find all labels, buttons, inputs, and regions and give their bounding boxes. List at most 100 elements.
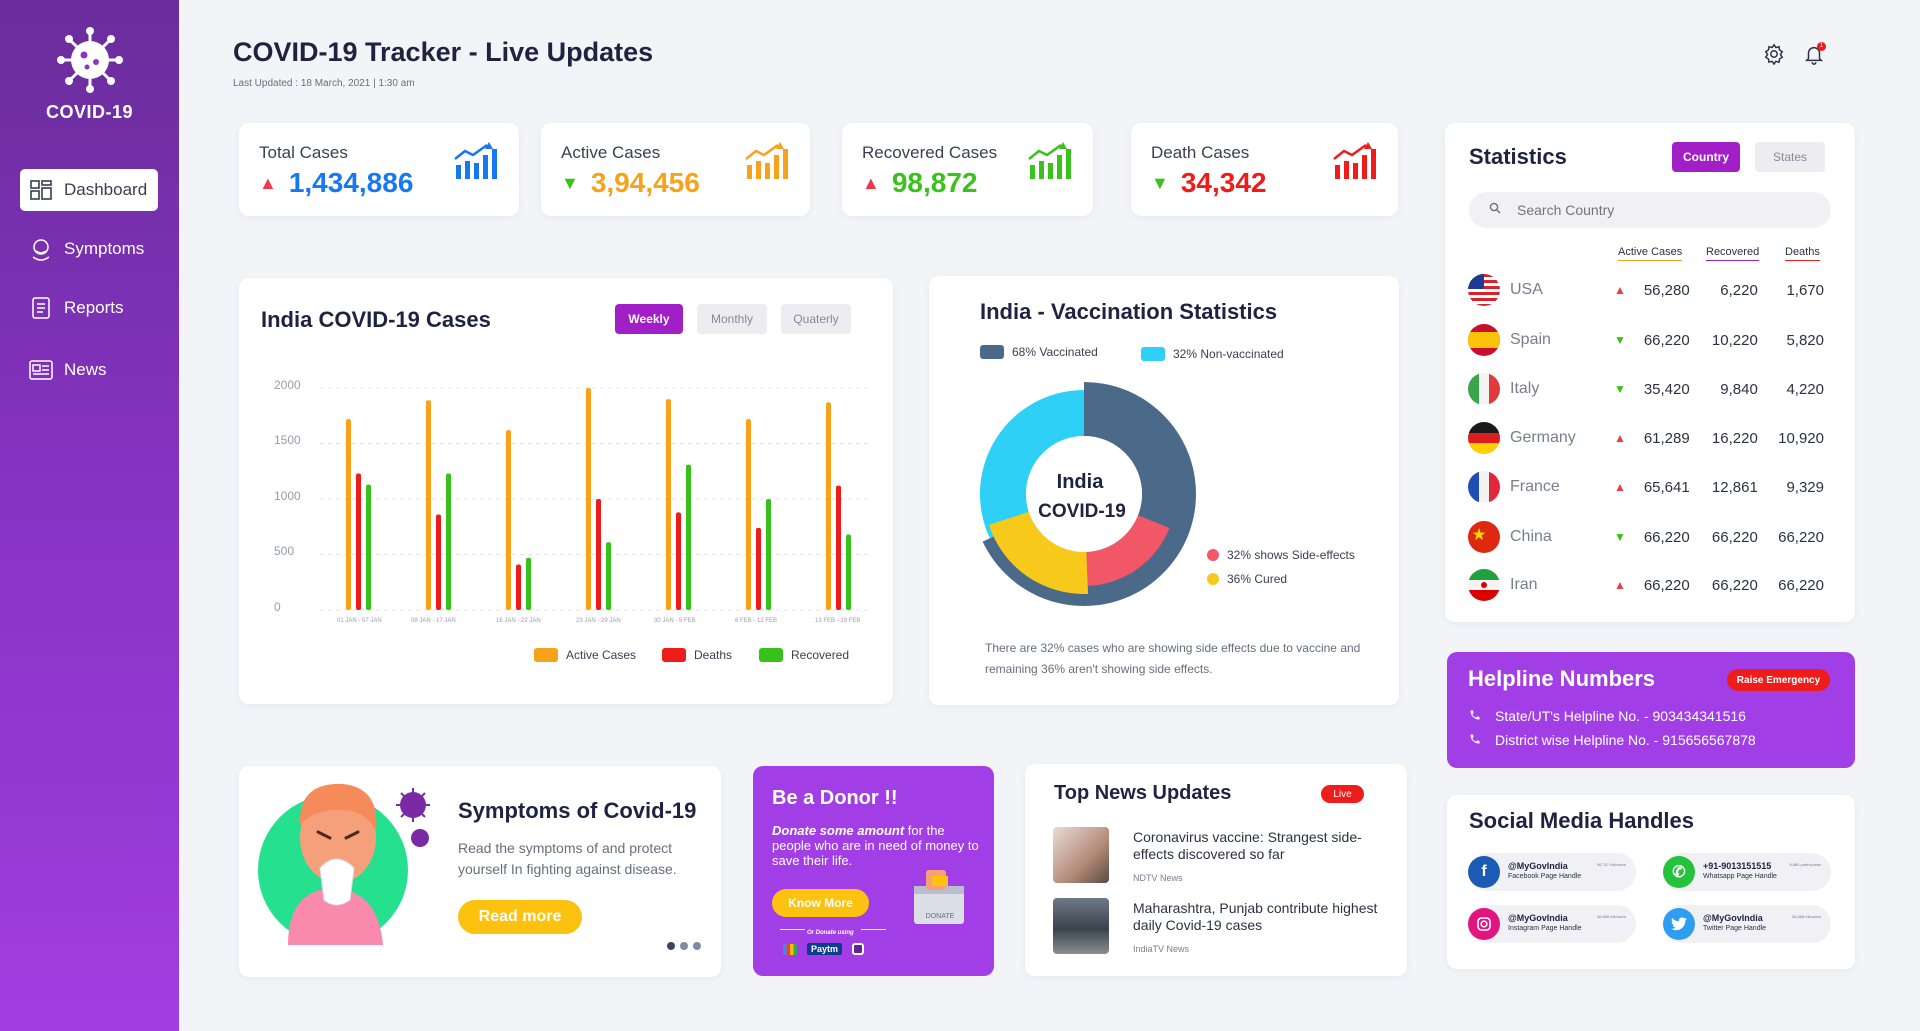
tab-quaterly[interactable]: Quaterly <box>781 304 851 334</box>
legend-active-cases: Active Cases <box>534 648 636 662</box>
column-header-recovered[interactable]: Recovered <box>1706 246 1760 261</box>
payment-options[interactable]: Paytm <box>783 943 865 955</box>
social-instagram[interactable]: @MyGovIndia Instagram Page Handle 36,888… <box>1468 905 1636 943</box>
country-name: China <box>1510 528 1552 545</box>
bar-recovered[interactable] <box>446 473 451 610</box>
sidebar-item-label: News <box>64 360 107 379</box>
bar-recovered[interactable] <box>606 542 611 610</box>
bar-active-cases[interactable] <box>426 400 431 610</box>
donate-alt-text: Or Donate using <box>807 930 854 936</box>
search-input[interactable] <box>1517 202 1817 218</box>
bar-deaths[interactable] <box>436 514 441 610</box>
carousel-dot-active[interactable] <box>667 942 675 950</box>
social-followers: 56,787 followers <box>1596 862 1626 867</box>
news-item[interactable]: Coronavirus vaccine: Strangest side-effe… <box>1053 827 1383 897</box>
country-row-spain[interactable]: Spain ▼ 66,220 10,220 5,820 <box>1468 322 1824 358</box>
legend-non-vaccinated: 32% Non-vaccinated <box>1141 347 1284 361</box>
raise-emergency-button[interactable]: Raise Emergency <box>1727 669 1830 691</box>
bar-recovered[interactable] <box>366 484 371 610</box>
country-row-china[interactable]: China ▼ 66,220 66,220 66,220 <box>1468 519 1824 555</box>
stat-value: ▲ 1,434,886 <box>259 167 413 199</box>
settings-icon[interactable] <box>1762 42 1786 66</box>
stat-number: 98,872 <box>891 167 978 198</box>
news-item-title[interactable]: Coronavirus vaccine: Strangest side-effe… <box>1133 829 1362 862</box>
phonepe-icon[interactable] <box>852 943 865 955</box>
donut-segment-side-effects[interactable] <box>1086 515 1170 586</box>
tab-weekly[interactable]: Weekly <box>615 304 683 334</box>
legend-label: Active Cases <box>566 648 637 662</box>
donut-segment-non-vaccinated[interactable] <box>980 390 1084 539</box>
news-thumbnail <box>1053 898 1109 954</box>
trend-down-icon: ▼ <box>1614 530 1626 544</box>
helpline-row-state[interactable]: State/UT's Helpline No. - 903434341516 <box>1469 708 1746 724</box>
notification-bell-icon[interactable]: 1 <box>1802 42 1826 66</box>
sidebar-item-dashboard[interactable]: Dashboard <box>20 169 158 211</box>
news-item[interactable]: Maharashtra, Punjab contribute highest d… <box>1053 898 1383 968</box>
symptoms-title: Symptoms of Covid-19 <box>458 798 697 823</box>
bar-active-cases[interactable] <box>346 419 351 610</box>
facebook-icon: f <box>1468 856 1500 888</box>
stat-label: Active Cases <box>561 143 661 162</box>
trend-chart-icon <box>1332 141 1376 186</box>
news-item-title[interactable]: Maharashtra, Punjab contribute highest d… <box>1133 900 1378 933</box>
country-row-germany[interactable]: Germany ▲ 61,289 16,220 10,920 <box>1468 420 1824 456</box>
country-row-iran[interactable]: Iran ▲ 66,220 66,220 66,220 <box>1468 567 1824 603</box>
sidebar-item-symptoms[interactable]: Symptoms <box>20 228 158 270</box>
bar-recovered[interactable] <box>846 534 851 610</box>
google-pay-icon[interactable] <box>783 943 797 955</box>
bar-deaths[interactable] <box>356 473 361 610</box>
legend-side-effects: 32% shows Side-effects <box>1207 548 1355 562</box>
recovered-value: 66,220 <box>1711 528 1758 546</box>
bar-recovered[interactable] <box>766 499 771 610</box>
bar-recovered[interactable] <box>526 557 531 610</box>
sidebar-item-news[interactable]: News <box>20 349 158 391</box>
helpline-row-district[interactable]: District wise Helpline No. - 91565656787… <box>1469 732 1756 748</box>
bar-active-cases[interactable] <box>746 419 751 610</box>
carousel-dot[interactable] <box>693 942 701 950</box>
tab-monthly[interactable]: Monthly <box>697 304 767 334</box>
bar-deaths[interactable] <box>836 485 841 610</box>
donut-center-line1: India <box>1056 471 1104 493</box>
france-flag-icon <box>1468 471 1500 503</box>
legend-label: 32% shows Side-effects <box>1227 548 1355 562</box>
trend-up-icon: ▲ <box>862 172 880 193</box>
app-logo[interactable]: COVID-19 <box>0 24 179 123</box>
country-row-france[interactable]: France ▲ 65,641 12,861 9,329 <box>1468 469 1824 505</box>
bar-deaths[interactable] <box>756 527 761 610</box>
bar-recovered[interactable] <box>686 464 691 610</box>
tab-country[interactable]: Country <box>1672 142 1740 172</box>
bar-active-cases[interactable] <box>506 430 511 610</box>
carousel-dots[interactable] <box>667 942 701 950</box>
social-sub: Facebook Page Handle <box>1508 873 1582 880</box>
bar-active-cases[interactable] <box>666 399 671 610</box>
bar-active-cases[interactable] <box>826 402 831 610</box>
country-row-usa[interactable]: USA ▲ 56,280 6,220 1,670 <box>1468 272 1824 308</box>
column-header-deaths[interactable]: Deaths <box>1785 246 1820 261</box>
paytm-icon[interactable]: Paytm <box>807 943 843 955</box>
tab-states[interactable]: States <box>1755 142 1825 172</box>
trend-down-icon: ▼ <box>1151 172 1169 193</box>
deaths-value: 4,220 <box>1786 380 1824 398</box>
bar-deaths[interactable] <box>676 512 681 610</box>
bar-deaths[interactable] <box>516 564 521 610</box>
read-more-button[interactable]: Read more <box>458 900 582 934</box>
donut-hole <box>1026 436 1142 552</box>
know-more-button[interactable]: Know More <box>772 889 869 917</box>
sidebar-item-reports[interactable]: Reports <box>20 287 158 329</box>
x-tick-label: 16 JAN - 22 JAN <box>496 618 541 624</box>
column-header-active[interactable]: Active Cases <box>1618 246 1683 261</box>
recovered-value: 16,220 <box>1711 429 1758 447</box>
country-row-italy[interactable]: Italy ▼ 35,420 9,840 4,220 <box>1468 371 1824 407</box>
donor-text-rest: for the people who are in need of money … <box>772 823 979 868</box>
donut-segment-cured[interactable] <box>988 511 1089 594</box>
bar-deaths[interactable] <box>596 499 601 610</box>
sidebar-item-label: Symptoms <box>64 239 145 258</box>
bar-active-cases[interactable] <box>586 388 591 610</box>
search-country-field[interactable] <box>1469 192 1831 228</box>
carousel-dot[interactable] <box>680 942 688 950</box>
y-tick-label: 2000 <box>274 378 301 392</box>
social-twitter[interactable]: @MyGovIndia Twitter Page Handle 36,888 f… <box>1663 905 1831 943</box>
social-facebook[interactable]: f @MyGovIndia Facebook Page Handle 56,78… <box>1468 853 1636 891</box>
news-title: Top News Updates <box>1054 782 1232 804</box>
social-whatsapp[interactable]: ✆ +91-9013151515 Whatsapp Page Handle 8,… <box>1663 853 1831 891</box>
